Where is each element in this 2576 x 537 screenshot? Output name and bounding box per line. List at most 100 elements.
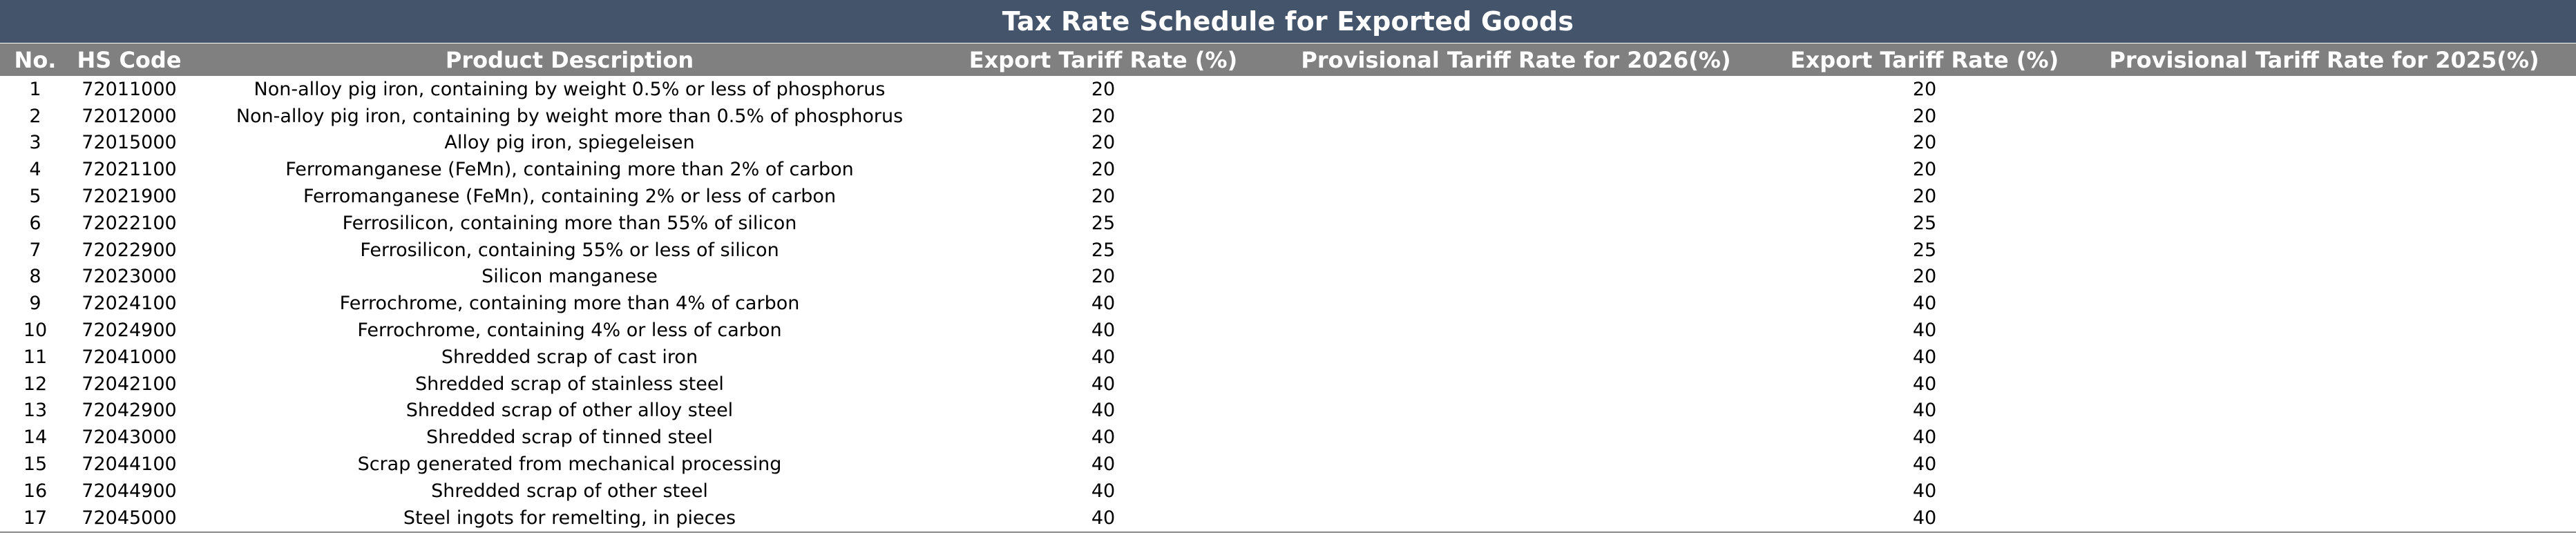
cell-product-description[interactable]: Alloy pig iron, spiegeleisen [444,132,695,154]
cell-no[interactable]: 14 [23,427,48,449]
cell-export-tariff-rate-2026[interactable]: 25 [1091,212,1116,234]
cell-export-tariff-rate-2026[interactable]: 40 [1091,373,1116,395]
cell-export-tariff-rate-2025[interactable]: 20 [1912,186,1937,208]
cell-hs-code[interactable]: 72011000 [82,78,177,100]
cell-provisional-tariff-2026[interactable] [1255,504,1777,533]
cell-provisional-tariff-2026[interactable] [1255,371,1777,398]
cell-export-tariff-rate-2026[interactable]: 25 [1091,239,1116,261]
sheet-title[interactable]: Tax Rate Schedule for Exported Goods [0,0,2576,43]
cell-hs-code[interactable]: 72041000 [82,346,177,368]
cell-export-tariff-rate-2026[interactable]: 40 [1091,293,1116,315]
cell-provisional-tariff-2026[interactable] [1255,317,1777,344]
cell-provisional-tariff-2026[interactable] [1255,398,1777,424]
cell-provisional-tariff-2025[interactable] [2072,210,2576,237]
cell-provisional-tariff-2025[interactable] [2072,264,2576,291]
cell-export-tariff-rate-2025[interactable]: 20 [1912,132,1937,154]
cell-export-tariff-rate-2026[interactable]: 20 [1091,266,1116,288]
cell-export-tariff-rate-2025[interactable]: 40 [1912,427,1937,449]
cell-provisional-tariff-2026[interactable] [1255,451,1777,478]
cell-no[interactable]: 6 [29,212,41,234]
header-provisional-tariff-2025[interactable]: Provisional Tariff Rate for 2025(%) [2072,43,2576,76]
cell-provisional-tariff-2026[interactable] [1255,478,1777,505]
cell-export-tariff-rate-2025[interactable]: 40 [1912,400,1937,422]
header-provisional-tariff-2026[interactable]: Provisional Tariff Rate for 2026(%) [1255,43,1777,76]
cell-hs-code[interactable]: 72023000 [82,266,177,288]
cell-hs-code[interactable]: 72024100 [82,293,177,315]
cell-product-description[interactable]: Steel ingots for remelting, in pieces [188,504,951,533]
cell-provisional-tariff-2026[interactable] [1255,156,1777,183]
header-product-description[interactable]: Product Description [188,43,951,76]
cell-provisional-tariff-2025[interactable] [2072,156,2576,183]
cell-export-tariff-rate-2025[interactable]: 40 [1912,480,1937,502]
cell-provisional-tariff-2026[interactable] [1255,264,1777,291]
cell-export-tariff-rate-2026[interactable]: 20 [1091,159,1116,181]
cell-provisional-tariff-2025[interactable] [2072,451,2576,478]
cell-hs-code[interactable]: 72024900 [82,320,177,342]
cell-product-description[interactable]: Silicon manganese [481,266,658,288]
cell-provisional-tariff-2025[interactable] [2072,504,2576,533]
cell-provisional-tariff-2025[interactable] [2072,290,2576,317]
header-export-tariff-rate-2026[interactable]: Export Tariff Rate (%) [951,43,1255,76]
cell-provisional-tariff-2026[interactable] [1255,344,1777,371]
cell-product-description[interactable]: Shredded scrap of other steel [431,480,708,502]
cell-product-description[interactable]: Shredded scrap of stainless steel [415,373,724,395]
cell-hs-code[interactable]: 72021100 [82,159,177,181]
cell-export-tariff-rate-2026[interactable]: 20 [1091,105,1116,127]
cell-provisional-tariff-2025[interactable] [2072,76,2576,103]
cell-hs-code[interactable]: 72022100 [82,212,177,234]
cell-product-description[interactable]: Shredded scrap of other alloy steel [406,400,734,422]
cell-provisional-tariff-2025[interactable] [2072,130,2576,157]
cell-no[interactable]: 8 [29,266,41,288]
cell-hs-code[interactable]: 72045000 [70,504,188,533]
cell-provisional-tariff-2026[interactable] [1255,210,1777,237]
cell-no[interactable]: 3 [29,132,41,154]
cell-export-tariff-rate-2025[interactable]: 40 [1777,504,2072,533]
cell-export-tariff-rate-2026[interactable]: 40 [1091,320,1116,342]
cell-hs-code[interactable]: 72044100 [82,453,177,476]
cell-hs-code[interactable]: 72015000 [82,132,177,154]
cell-provisional-tariff-2026[interactable] [1255,103,1777,130]
cell-no[interactable]: 11 [23,346,48,368]
cell-product-description[interactable]: Ferromanganese (FeMn), containing more t… [285,159,854,181]
cell-export-tariff-rate-2026[interactable]: 40 [1091,427,1116,449]
cell-export-tariff-rate-2026[interactable]: 20 [1091,132,1116,154]
cell-product-description[interactable]: Ferrosilicon, containing more than 55% o… [342,212,797,234]
cell-product-description[interactable]: Ferromanganese (FeMn), containing 2% or … [303,186,837,208]
cell-no[interactable]: 2 [29,105,41,127]
cell-no[interactable]: 5 [29,186,41,208]
cell-export-tariff-rate-2025[interactable]: 20 [1912,266,1937,288]
cell-hs-code[interactable]: 72012000 [82,105,177,127]
cell-no[interactable]: 16 [23,480,48,502]
cell-provisional-tariff-2026[interactable] [1255,290,1777,317]
cell-product-description[interactable]: Ferrochrome, containing 4% or less of ca… [357,320,782,342]
cell-export-tariff-rate-2025[interactable]: 25 [1912,212,1937,234]
cell-export-tariff-rate-2026[interactable]: 40 [1091,400,1116,422]
cell-provisional-tariff-2025[interactable] [2072,237,2576,264]
cell-export-tariff-rate-2025[interactable]: 40 [1912,293,1937,315]
cell-provisional-tariff-2025[interactable] [2072,398,2576,424]
cell-no[interactable]: 13 [23,400,48,422]
header-export-tariff-rate-2025[interactable]: Export Tariff Rate (%) [1777,43,2072,76]
cell-product-description[interactable]: Ferrosilicon, containing 55% or less of … [360,239,779,261]
cell-provisional-tariff-2025[interactable] [2072,371,2576,398]
cell-export-tariff-rate-2025[interactable]: 25 [1912,239,1937,261]
cell-product-description[interactable]: Ferrochrome, containing more than 4% of … [339,293,800,315]
cell-product-description[interactable]: Scrap generated from mechanical processi… [357,453,782,476]
header-no[interactable]: No. [0,43,70,76]
cell-product-description[interactable]: Non-alloy pig iron, containing by weight… [236,105,904,127]
cell-no[interactable]: 12 [23,373,48,395]
cell-export-tariff-rate-2026[interactable]: 20 [1091,78,1116,100]
cell-export-tariff-rate-2026[interactable]: 40 [1091,453,1116,476]
cell-provisional-tariff-2026[interactable] [1255,130,1777,157]
cell-export-tariff-rate-2025[interactable]: 20 [1912,78,1937,100]
cell-hs-code[interactable]: 72042100 [82,373,177,395]
header-hs-code[interactable]: HS Code [70,43,188,76]
cell-export-tariff-rate-2025[interactable]: 20 [1912,105,1937,127]
cell-provisional-tariff-2025[interactable] [2072,478,2576,505]
cell-no[interactable]: 1 [29,78,41,100]
cell-hs-code[interactable]: 72022900 [82,239,177,261]
cell-hs-code[interactable]: 72021900 [82,186,177,208]
cell-hs-code[interactable]: 72044900 [82,480,177,502]
cell-export-tariff-rate-2025[interactable]: 20 [1912,159,1937,181]
cell-provisional-tariff-2025[interactable] [2072,424,2576,451]
